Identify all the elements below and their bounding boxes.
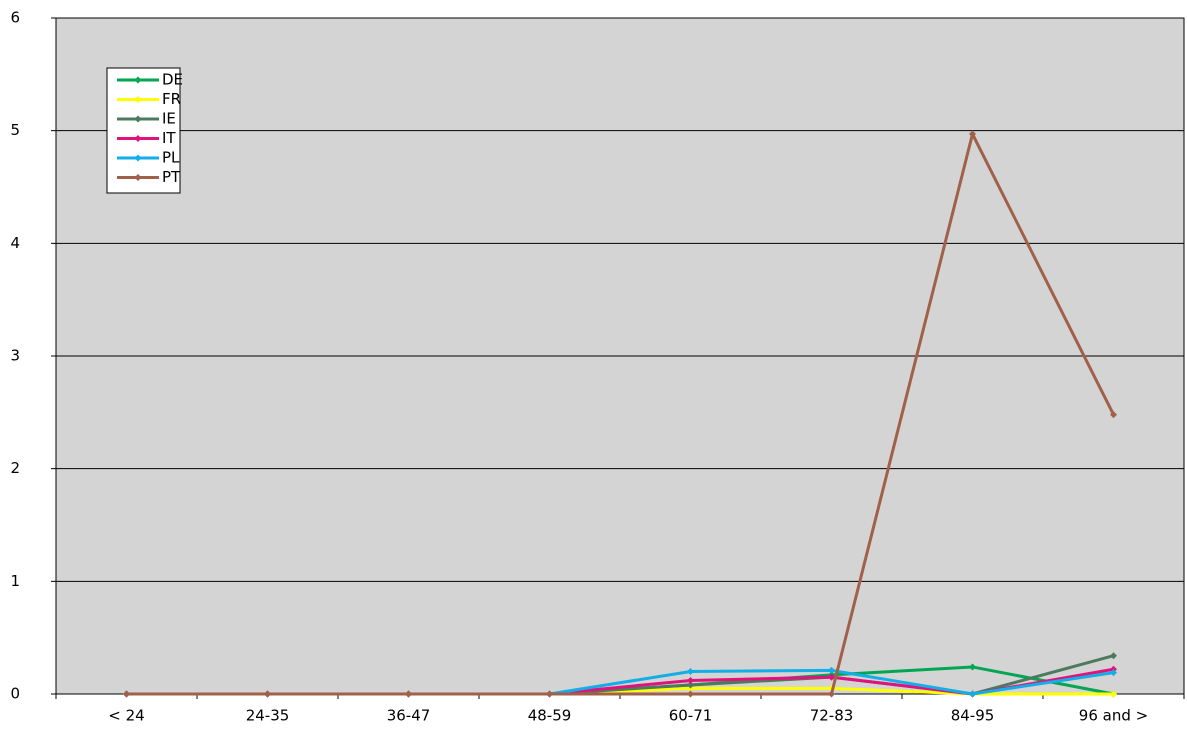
marker — [687, 676, 694, 684]
x-tick-label: < 24 — [108, 707, 144, 725]
legend-marker — [134, 174, 142, 181]
legend-box — [106, 67, 181, 194]
x-tick-label: 96 and > — [1079, 707, 1148, 725]
marker — [1110, 652, 1117, 660]
y-tick-label: 4 — [10, 234, 20, 252]
marker — [687, 690, 694, 698]
marker — [687, 667, 694, 675]
legend-marker — [134, 76, 142, 84]
marker — [828, 690, 835, 698]
marker — [546, 690, 553, 698]
legend-marker — [134, 154, 142, 162]
legend-label: FR — [162, 90, 181, 108]
marker — [969, 663, 976, 671]
x-tick-label: 60-71 — [669, 707, 713, 725]
x-tick-label: 36-47 — [387, 707, 431, 725]
marker — [1110, 411, 1117, 419]
marker — [969, 130, 976, 138]
legend-marker — [134, 115, 142, 123]
y-tick-label: 6 — [10, 9, 20, 27]
marker — [405, 690, 412, 698]
legend-marker — [134, 135, 142, 142]
x-tick-label: 84-95 — [951, 707, 995, 725]
y-tick-label: 3 — [10, 347, 20, 365]
legend-label: DE — [162, 71, 183, 89]
legend-label: PL — [162, 149, 180, 167]
legend-marker — [134, 96, 142, 103]
marker — [687, 681, 694, 689]
marker — [828, 673, 835, 681]
x-tick-label: 48-59 — [528, 707, 572, 725]
marker — [969, 690, 976, 698]
y-tick-label: 1 — [10, 572, 20, 590]
series-line — [126, 129, 1115, 696]
marker — [264, 690, 271, 698]
marker — [123, 690, 130, 698]
y-tick-label: 0 — [10, 685, 20, 703]
x-tick-label: 24-35 — [246, 707, 290, 725]
x-tick-label: 72-83 — [810, 707, 854, 725]
marker — [828, 666, 835, 674]
legend-label: IE — [162, 110, 176, 128]
marker — [1110, 690, 1117, 698]
legend-label: PT — [162, 168, 181, 186]
marker — [1110, 669, 1117, 677]
legend-label: IT — [162, 129, 176, 147]
y-tick-label: 2 — [10, 459, 20, 477]
y-tick-label: 5 — [10, 121, 20, 139]
